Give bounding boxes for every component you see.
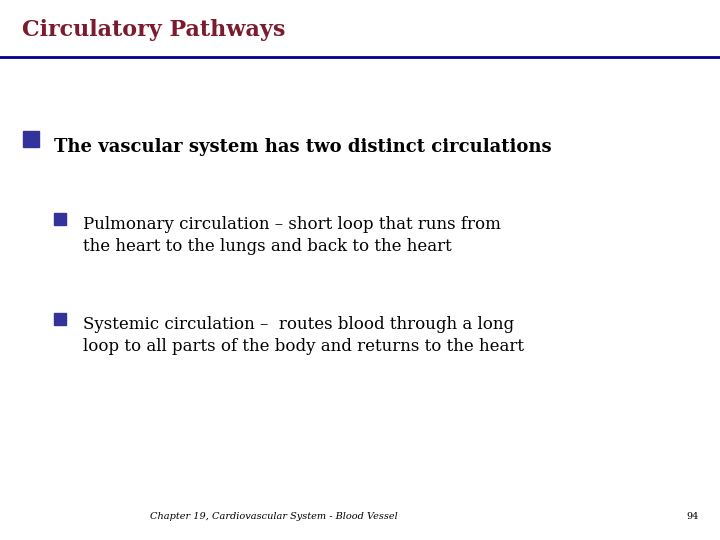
Text: Pulmonary circulation – short loop that runs from
the heart to the lungs and bac: Pulmonary circulation – short loop that …: [83, 216, 500, 255]
Text: The vascular system has two distinct circulations: The vascular system has two distinct cir…: [54, 138, 552, 156]
Bar: [54, 213, 66, 225]
Bar: [23, 131, 39, 147]
Text: Systemic circulation –  routes blood through a long
loop to all parts of the bod: Systemic circulation – routes blood thro…: [83, 316, 523, 355]
Text: Circulatory Pathways: Circulatory Pathways: [22, 19, 285, 41]
Text: 94: 94: [686, 512, 698, 521]
Text: Chapter 19, Cardiovascular System - Blood Vessel: Chapter 19, Cardiovascular System - Bloo…: [150, 512, 397, 521]
Bar: [54, 313, 66, 325]
